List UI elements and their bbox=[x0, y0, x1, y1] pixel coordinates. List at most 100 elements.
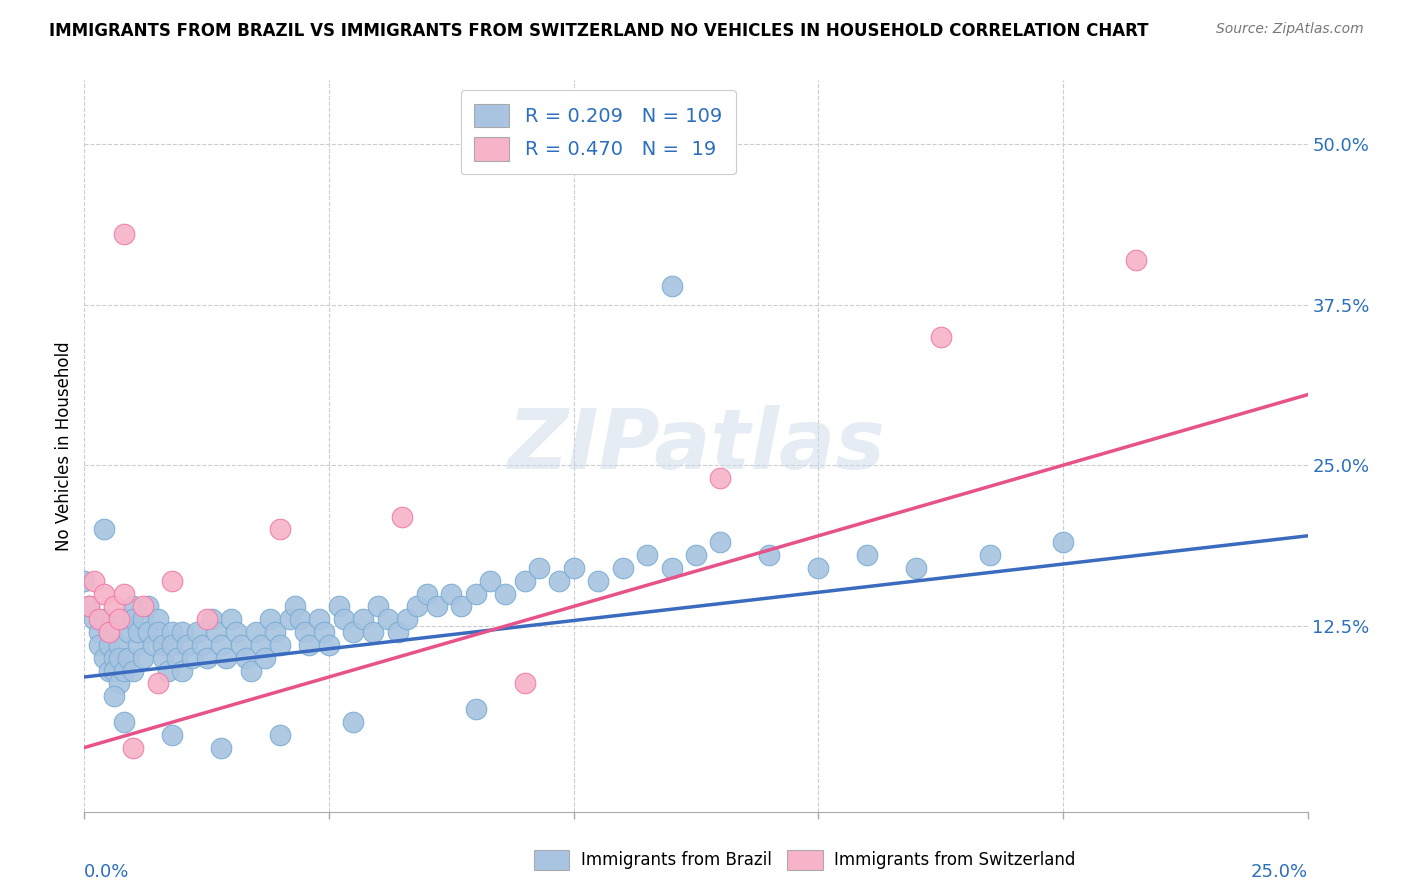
Point bbox=[284, 599, 307, 614]
Text: IMMIGRANTS FROM BRAZIL VS IMMIGRANTS FROM SWITZERLAND NO VEHICLES IN HOUSEHOLD C: IMMIGRANTS FROM BRAZIL VS IMMIGRANTS FRO… bbox=[49, 22, 1149, 40]
Point bbox=[73, 574, 96, 588]
Point bbox=[112, 612, 135, 626]
Point bbox=[929, 330, 952, 344]
Point bbox=[387, 625, 409, 640]
Point bbox=[361, 625, 384, 640]
Point bbox=[132, 650, 155, 665]
Point bbox=[661, 561, 683, 575]
Point bbox=[905, 561, 928, 575]
Point bbox=[264, 625, 287, 640]
Point bbox=[239, 664, 262, 678]
Point bbox=[464, 586, 486, 600]
Point bbox=[377, 612, 399, 626]
Point bbox=[278, 612, 301, 626]
Point bbox=[219, 612, 242, 626]
Point bbox=[464, 702, 486, 716]
Point bbox=[97, 625, 120, 640]
Point bbox=[979, 548, 1001, 562]
Point bbox=[513, 676, 536, 690]
Point bbox=[97, 625, 120, 640]
Point bbox=[103, 650, 125, 665]
Point bbox=[612, 561, 634, 575]
Point bbox=[191, 638, 214, 652]
Point bbox=[122, 740, 145, 755]
Point bbox=[162, 728, 184, 742]
Point bbox=[112, 227, 135, 242]
Point bbox=[176, 638, 198, 652]
Point bbox=[269, 728, 291, 742]
Point bbox=[132, 599, 155, 614]
Point bbox=[83, 574, 105, 588]
Point bbox=[152, 638, 174, 652]
Point bbox=[586, 574, 609, 588]
Point bbox=[709, 535, 731, 549]
Point bbox=[83, 612, 105, 626]
Point bbox=[426, 599, 449, 614]
Point bbox=[636, 548, 658, 562]
Legend: R = 0.209   N = 109, R = 0.470   N =  19: R = 0.209 N = 109, R = 0.470 N = 19 bbox=[461, 90, 735, 175]
Point bbox=[288, 612, 311, 626]
Point bbox=[117, 650, 139, 665]
Text: 0.0%: 0.0% bbox=[84, 863, 129, 881]
Point bbox=[142, 638, 165, 652]
Point bbox=[342, 625, 364, 640]
Point bbox=[156, 664, 179, 678]
Point bbox=[856, 548, 879, 562]
Text: ZIPatlas: ZIPatlas bbox=[508, 406, 884, 486]
Point bbox=[107, 638, 129, 652]
Point bbox=[308, 612, 330, 626]
Point bbox=[93, 650, 115, 665]
Point bbox=[87, 625, 110, 640]
Point bbox=[318, 638, 340, 652]
Point bbox=[112, 586, 135, 600]
Point bbox=[342, 714, 364, 729]
Point bbox=[146, 612, 169, 626]
Text: Source: ZipAtlas.com: Source: ZipAtlas.com bbox=[1216, 22, 1364, 37]
Point bbox=[269, 638, 291, 652]
Point bbox=[152, 650, 174, 665]
Point bbox=[166, 650, 188, 665]
Point bbox=[215, 650, 238, 665]
Text: Immigrants from Brazil: Immigrants from Brazil bbox=[581, 851, 772, 869]
Point bbox=[332, 612, 354, 626]
Point bbox=[97, 664, 120, 678]
Point bbox=[127, 625, 149, 640]
Point bbox=[112, 664, 135, 678]
Point bbox=[450, 599, 472, 614]
Point bbox=[229, 638, 252, 652]
Point bbox=[709, 471, 731, 485]
Point bbox=[225, 625, 247, 640]
Point bbox=[146, 625, 169, 640]
Point bbox=[314, 625, 336, 640]
Point bbox=[391, 509, 413, 524]
Point bbox=[103, 599, 125, 614]
Point bbox=[661, 278, 683, 293]
Point bbox=[162, 625, 184, 640]
Point bbox=[172, 664, 194, 678]
Point bbox=[562, 561, 585, 575]
Point bbox=[513, 574, 536, 588]
Point bbox=[162, 574, 184, 588]
Point bbox=[396, 612, 419, 626]
Point bbox=[186, 625, 208, 640]
Point bbox=[122, 599, 145, 614]
Point bbox=[107, 612, 129, 626]
Point bbox=[406, 599, 429, 614]
Point bbox=[1052, 535, 1074, 549]
Point bbox=[758, 548, 780, 562]
Point bbox=[117, 625, 139, 640]
Point bbox=[269, 523, 291, 537]
Point bbox=[205, 625, 228, 640]
Text: 25.0%: 25.0% bbox=[1250, 863, 1308, 881]
Point bbox=[103, 690, 125, 704]
Point bbox=[77, 599, 100, 614]
Point bbox=[200, 612, 222, 626]
Point bbox=[195, 650, 218, 665]
Point bbox=[93, 612, 115, 626]
Point bbox=[494, 586, 516, 600]
Point bbox=[195, 612, 218, 626]
Point bbox=[254, 650, 277, 665]
Point bbox=[136, 599, 159, 614]
Point bbox=[479, 574, 502, 588]
Point bbox=[548, 574, 571, 588]
